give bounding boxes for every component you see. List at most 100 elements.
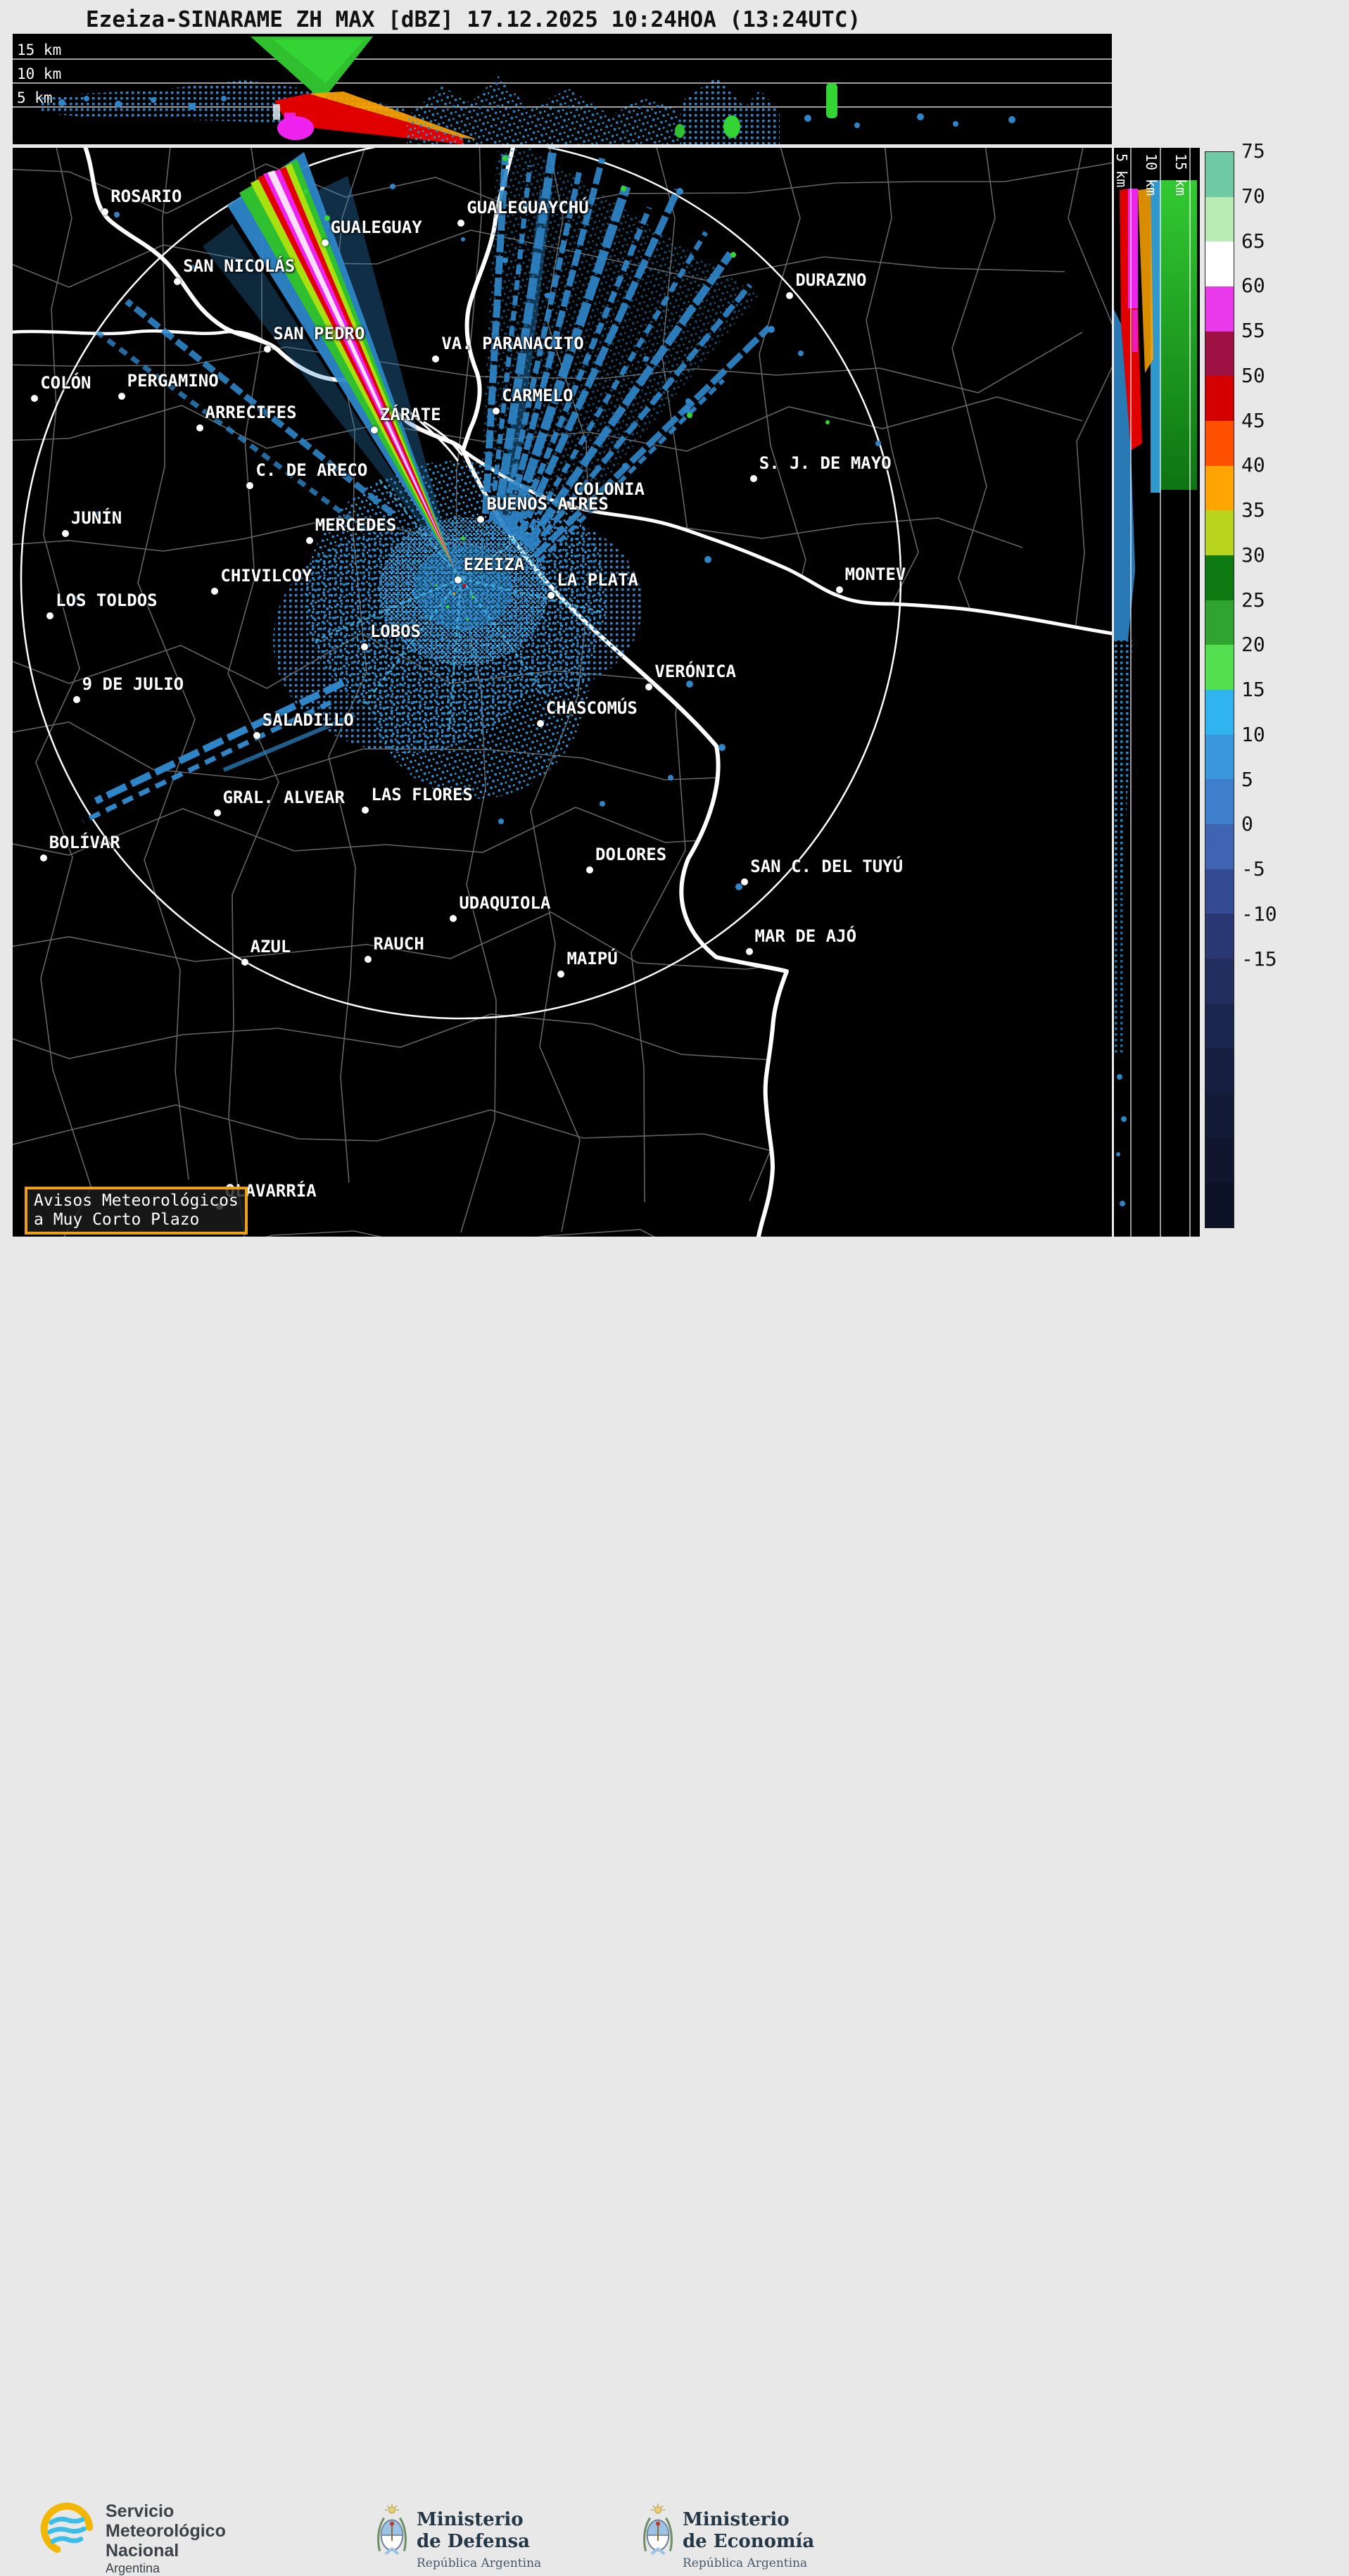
smn-line-3: Nacional: [106, 2541, 179, 2561]
top-cross-section-panel: 15 km 10 km 5 km: [13, 34, 1112, 144]
city-dot: [457, 219, 465, 227]
city-dot: [360, 643, 368, 650]
city-label: ZÁRATE: [379, 404, 441, 424]
colorbar-tick-label: 10: [1241, 722, 1265, 746]
city-label: EZEIZA: [463, 555, 525, 575]
radar-map-canvas: [13, 148, 1112, 1237]
city-layer: ROSARIO GUALEGUAYCHÚ GUALEGUAY SAN NICOLÁS D…: [13, 148, 1112, 1237]
colorbar-tick-label: -10: [1241, 902, 1277, 926]
city-label: MAIPÚ: [566, 949, 618, 969]
city-label: LOS TOLDOS: [56, 591, 158, 611]
colorbar-segment: [1205, 241, 1234, 287]
echo-nw-spike: [203, 152, 455, 569]
colorbar-segment: [1205, 600, 1234, 645]
colorbar-ticks: 75 70 65 60 55 50 45 40 35 30 25 20 15 10 5 0 -5 -10 -15: [1241, 139, 1305, 1228]
city-dot: [564, 501, 571, 509]
colorbar-segment: [1205, 465, 1234, 511]
city-dot: [118, 392, 125, 400]
city-dot: [536, 720, 544, 728]
city-dot: [586, 866, 594, 873]
city-label: MAR DE AJÓ: [754, 926, 857, 946]
city-label: PERGAMINO: [127, 370, 219, 391]
city-dot: [557, 971, 565, 978]
colorbar-segment: [1205, 1093, 1234, 1138]
city-dot: [450, 915, 457, 923]
radar-echoes: [74, 148, 881, 890]
city-label: S. J. DE MAYO: [759, 453, 892, 474]
city-label: LA PLATA: [557, 569, 638, 590]
altitude-label-10km: 10 km: [17, 65, 61, 82]
colorbar-segment: [1205, 376, 1234, 422]
colorbar-tick-label: -5: [1241, 857, 1265, 880]
top-panel-echoes: [41, 37, 1015, 144]
city-dot: [749, 475, 757, 483]
colorbar-segment: [1205, 869, 1234, 914]
warning-line-1: Avisos Meteorológicos: [34, 1192, 239, 1210]
ministry-line-2: de Defensa: [417, 2531, 530, 2552]
city-dot: [211, 587, 219, 595]
city-dot: [835, 586, 843, 594]
city-label: LOBOS: [369, 621, 422, 641]
colorbar-tick-label: 45: [1241, 408, 1265, 432]
city-dot: [174, 278, 182, 286]
city-dot: [196, 424, 203, 431]
city-dot: [745, 947, 753, 955]
city-label: GRAL. ALVEAR: [222, 788, 345, 808]
colorbar-tick-label: 55: [1241, 318, 1265, 342]
colorbar-tick-label: 40: [1241, 453, 1265, 477]
colorbar-tick-label: 70: [1241, 184, 1265, 208]
city-label: ARRECIFES: [205, 402, 297, 422]
colorbar-tick-label: 60: [1241, 274, 1265, 298]
admin-boundary: [137, 148, 196, 1180]
colorbar-tick-label: 5: [1241, 767, 1253, 791]
city-label: MONTEV: [844, 564, 906, 585]
radar-range-ring: [20, 148, 902, 1020]
colorbar-segment: [1205, 1048, 1234, 1094]
admin-boundary: [35, 148, 92, 1237]
ministry-line-2: de Economía: [683, 2531, 815, 2552]
ministry-line-1: Ministerio: [417, 2509, 524, 2530]
altitude-label-15km: 15 km: [1172, 153, 1189, 196]
colorbar-segment: [1205, 959, 1234, 1004]
echo-sw-streaks: [82, 679, 356, 824]
echo-ne-dots: [502, 156, 775, 404]
colorbar-segment: [1205, 331, 1234, 377]
echo-ne-fan: [479, 148, 775, 564]
city-label: 9 DE JULIO: [82, 674, 184, 695]
ministry-defensa-wordmark: Ministerio de Defensa República Argentin…: [417, 2509, 541, 2570]
admin-boundary: [227, 148, 279, 1237]
city-dot: [246, 481, 254, 489]
colorbar-segment: [1205, 1137, 1234, 1183]
city-dot: [454, 576, 462, 584]
city-label: UDAQUIOLA: [459, 893, 551, 914]
colorbar-segment: [1205, 421, 1234, 466]
footer: Servicio Meteorológico Nacional Argentin…: [0, 1242, 1349, 2575]
radar-map-panel: ROSARIO GUALEGUAYCHÚ GUALEGUAY SAN NICOLÁS D…: [13, 148, 1112, 1237]
colorbar-tick-label: 75: [1241, 139, 1265, 163]
city-dot: [493, 408, 500, 415]
city-dot: [101, 208, 109, 216]
city-dot: [253, 732, 260, 740]
colorbar-tick-label: 20: [1241, 633, 1265, 657]
altitude-label-10km: 10 km: [1143, 153, 1160, 196]
city-dot: [46, 612, 54, 620]
colorbar-segment: [1205, 1003, 1234, 1049]
city-label: JUNÍN: [70, 507, 122, 528]
city-label: DURAZNO: [795, 270, 867, 291]
colorbar-segment: [1205, 152, 1234, 197]
city-dot: [213, 809, 221, 817]
right-panel-echoes: [1114, 180, 1197, 1206]
city-label: C. DE ARECO: [255, 460, 368, 480]
city-dot: [741, 878, 749, 885]
ministry-economia-wordmark: Ministerio de Economía República Argenti…: [683, 2509, 814, 2570]
echo-scattered-dots: [74, 184, 881, 890]
colorbar-segment: [1205, 734, 1234, 780]
ministry-line-1: Ministerio: [683, 2509, 790, 2530]
radar-title: Ezeiza-SINARAME ZH MAX [dBZ] 17.12.2025 …: [86, 7, 861, 32]
city-label: LAS FLORES: [371, 784, 473, 804]
colorbar-tick-label: 15: [1241, 677, 1265, 701]
warning-box[interactable]: Avisos Meteorológicos a Muy Corto Plazo: [25, 1187, 248, 1235]
argentina-coat-of-arms-icon: [377, 2504, 407, 2556]
city-label: SAN NICOLÁS: [183, 256, 296, 277]
colorbar-gradient: [1205, 151, 1234, 1228]
